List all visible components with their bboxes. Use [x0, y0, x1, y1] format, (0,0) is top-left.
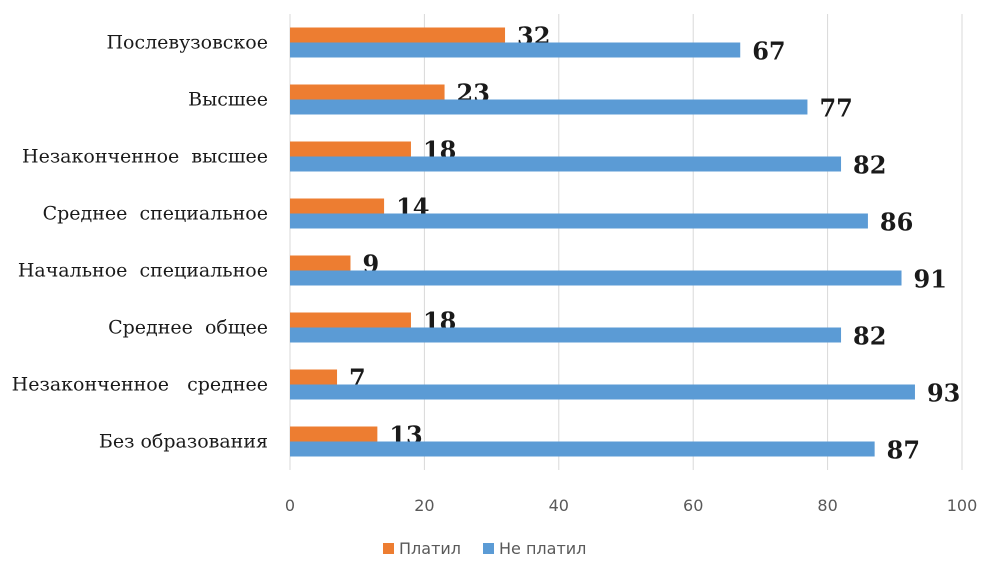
bar-not-paid — [290, 384, 915, 400]
bar-not-paid — [290, 213, 868, 229]
legend-swatch — [483, 543, 494, 554]
data-label-not-paid: 82 — [853, 322, 886, 351]
legend-label: Платил — [399, 539, 461, 558]
legend-label: Не платил — [499, 539, 586, 558]
x-tick-label: 100 — [947, 496, 978, 515]
x-tick-label: 20 — [414, 496, 434, 515]
category-label: Без образования — [99, 431, 268, 453]
bar-paid — [290, 198, 385, 214]
data-label-not-paid: 93 — [927, 379, 960, 408]
data-label-not-paid: 86 — [880, 208, 913, 237]
bar-paid — [290, 255, 351, 271]
category-label: Высшее — [188, 89, 268, 111]
bar-not-paid — [290, 441, 875, 457]
data-label-not-paid: 82 — [853, 151, 886, 180]
category-label: Среднее специальное — [43, 203, 268, 225]
bar-paid — [290, 27, 506, 43]
bar-not-paid — [290, 156, 842, 172]
bar-not-paid — [290, 99, 808, 115]
data-label-not-paid: 87 — [887, 436, 920, 465]
category-label: Среднее общее — [108, 317, 268, 339]
data-label-not-paid: 91 — [914, 265, 947, 294]
x-tick-label: 40 — [549, 496, 569, 515]
category-label: Незаконченное высшее — [22, 146, 268, 168]
legend-swatch — [383, 543, 394, 554]
data-label-not-paid: 77 — [819, 94, 852, 123]
bar-not-paid — [290, 327, 842, 343]
category-label: Послевузовское — [106, 32, 268, 54]
x-tick-label: 60 — [683, 496, 703, 515]
bar-paid — [290, 84, 445, 100]
bar-paid — [290, 369, 338, 385]
bar-paid — [290, 426, 378, 442]
data-label-not-paid: 67 — [752, 37, 785, 66]
bar-not-paid — [290, 270, 902, 286]
bar-paid — [290, 312, 411, 328]
category-label: Незаконченное среднее — [12, 374, 268, 396]
bar-not-paid — [290, 42, 741, 58]
x-tick-label: 0 — [285, 496, 295, 515]
bar-paid — [290, 141, 411, 157]
x-tick-label: 80 — [817, 496, 837, 515]
category-label: Начальное специальное — [18, 260, 268, 282]
